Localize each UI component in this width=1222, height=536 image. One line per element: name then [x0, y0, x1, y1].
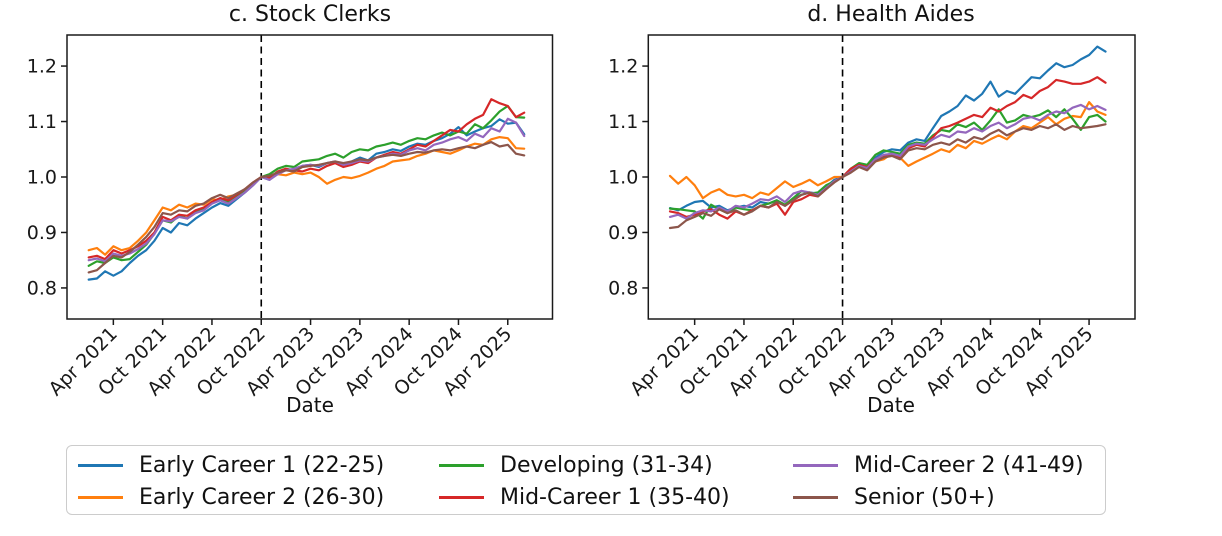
panel-c-xlabel: Date — [286, 393, 334, 417]
legend-item-label: Senior (50+) — [854, 484, 995, 510]
legend-item: Senior (50+) — [793, 484, 995, 510]
legend-line-swatch — [78, 495, 123, 499]
y-tick-label: 1.2 — [27, 56, 57, 78]
legend-line-swatch — [439, 495, 484, 499]
legend-item: Early Career 1 (22-25) — [78, 452, 384, 478]
plot-border — [66, 34, 554, 320]
legend: Early Career 1 (22-25) Early Career 2 (2… — [66, 445, 1106, 515]
legend-line-swatch — [78, 463, 123, 467]
y-tick-label: 1.1 — [27, 111, 57, 133]
legend-item-label: Early Career 1 (22-25) — [139, 452, 385, 478]
legend-item: Mid-Career 1 (35-40) — [439, 484, 730, 510]
y-tick-label: 0.8 — [608, 277, 638, 299]
legend-item: Developing (31-34) — [439, 452, 713, 478]
y-tick-label: 0.9 — [608, 222, 638, 244]
legend-item-label: Mid-Career 2 (41-49) — [854, 452, 1084, 478]
plot-border — [647, 34, 1136, 320]
panel-d-title: d. Health Aides — [807, 2, 975, 27]
chart-line-senior — [668, 123, 1107, 230]
chart-line-mid-career-1 — [87, 98, 526, 261]
legend-line-swatch — [793, 463, 838, 467]
legend-item-label: Mid-Career 1 (35-40) — [500, 484, 730, 510]
legend-item: Early Career 2 (26-30) — [78, 484, 384, 510]
legend-item-label: Developing (31-34) — [500, 452, 713, 478]
legend-item-label: Early Career 2 (26-30) — [139, 484, 385, 510]
y-tick-label: 1.0 — [27, 167, 57, 189]
y-tick-label: 0.9 — [27, 222, 57, 244]
chart-line-mid-career-2 — [668, 103, 1107, 220]
legend-item: Mid-Career 2 (41-49) — [793, 452, 1084, 478]
chart-line-early-career-2 — [87, 136, 526, 256]
y-tick-label: 1.2 — [608, 56, 638, 78]
y-tick-label: 1.0 — [608, 167, 638, 189]
chart-line-senior — [87, 141, 526, 274]
panel-c-title: c. Stock Clerks — [228, 2, 392, 27]
y-tick-label: 0.8 — [27, 277, 57, 299]
legend-line-swatch — [793, 495, 838, 499]
y-tick-label: 1.1 — [608, 111, 638, 133]
panel-d-xlabel: Date — [867, 393, 915, 417]
chart-line-early-career-1 — [668, 45, 1107, 212]
legend-line-swatch — [439, 463, 484, 467]
chart-line-early-career-1 — [87, 118, 526, 281]
